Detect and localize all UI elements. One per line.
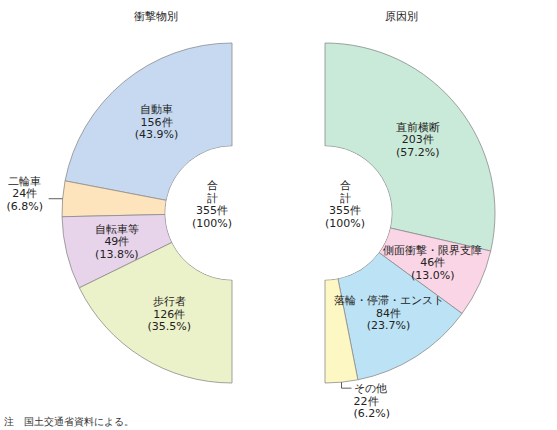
total-title: 合計 (340, 179, 351, 205)
pie-group: 直前横断203件(57.2%) 側面衝撃・限界支障46件(13.0%) 落輪・停滞・… (259, 43, 496, 420)
slices (325, 43, 495, 383)
leader-line (342, 382, 352, 388)
data-label: (13.8%) (95, 248, 139, 261)
slice-labels: 直前横断203件(57.2%) 側面衝撃・限界支障46件(13.0%) 落輪・停滞・… (334, 121, 483, 420)
total-label: 355件 (329, 204, 361, 217)
data-label: 84件 (376, 307, 401, 320)
total-title-char: 計 (207, 192, 218, 205)
pie-hole (259, 147, 392, 280)
pie-slice (325, 43, 495, 251)
data-label: (6.2%) (354, 407, 391, 420)
slices (62, 43, 232, 383)
chart-svg: 自動車156件(43.9%) 二輪車24件(6.8%) 自転車等49件(13.8%)… (0, 0, 557, 430)
total-title: 合計 (207, 179, 218, 205)
total-label: 355件 (196, 204, 228, 217)
data-label: 側面衝撃・限界支障 (383, 244, 482, 257)
data-label: (23.7%) (367, 319, 411, 332)
data-label: その他 (354, 382, 387, 395)
data-label: 歩行者 (153, 295, 186, 308)
data-label: 49件 (104, 235, 129, 248)
data-label: (35.5%) (148, 320, 192, 333)
leader-line (49, 198, 63, 199)
data-label: 二輪車 (8, 175, 41, 188)
data-label: 24件 (12, 187, 37, 200)
note: 注 国土交通省資料による。 (4, 416, 134, 427)
total-title-char: 合 (340, 179, 351, 192)
total-percent-label: (100%) (325, 217, 365, 230)
total-title-char: 計 (340, 192, 351, 205)
slice-labels: 自動車156件(43.9%) 二輪車24件(6.8%) 自転車等49件(13.8%)… (6, 103, 191, 333)
data-label: 自動車 (140, 103, 173, 116)
data-label: (6.8%) (6, 200, 43, 213)
chart-title: 原因別 (385, 10, 418, 23)
data-label: 自転車等 (95, 223, 139, 236)
chart-root: 自動車156件(43.9%) 二輪車24件(6.8%) 自転車等49件(13.8%)… (0, 0, 557, 430)
data-label: 46件 (420, 256, 445, 269)
pie-group: 自動車156件(43.9%) 二輪車24件(6.8%) 自転車等49件(13.8%)… (6, 43, 298, 383)
data-label: (57.2%) (396, 146, 440, 159)
chart-title: 衝撃物別 (134, 10, 178, 23)
pie-slice (338, 253, 462, 380)
data-label: (43.9%) (135, 128, 179, 141)
data-label: 直前横断 (396, 121, 440, 134)
data-label: 22件 (354, 395, 379, 408)
data-label: 落輪・停滞・エンスト (334, 294, 444, 307)
total-title-char: 合 (207, 179, 218, 192)
data-label: (13.0%) (411, 269, 455, 282)
pie-slice (62, 181, 166, 217)
data-label: 156件 (141, 116, 173, 129)
data-label: 203件 (402, 133, 434, 146)
total-percent-label: (100%) (192, 217, 232, 230)
data-label: 126件 (153, 308, 185, 321)
